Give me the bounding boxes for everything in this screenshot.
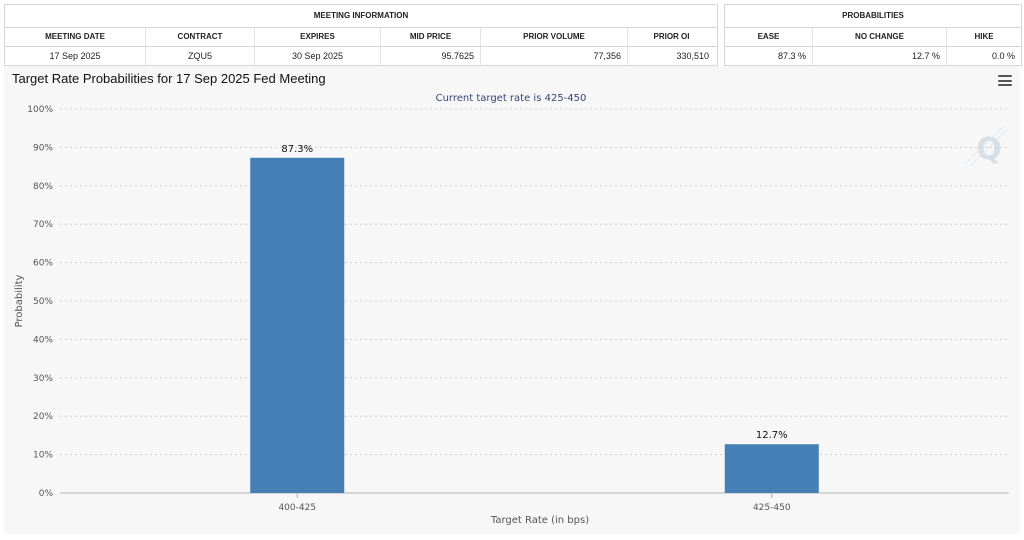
y-tick-label: 20% [33,412,53,422]
prior-volume-value: 77,356 [481,47,628,65]
col-meeting-date: MEETING DATE [5,28,146,46]
probabilities-column-headers: EASE NO CHANGE HIKE [725,28,1021,47]
y-tick-label: 0% [39,489,54,499]
expires-value: 30 Sep 2025 [255,47,381,65]
meeting-date-value: 17 Sep 2025 [5,47,146,65]
col-ease: EASE [725,28,813,46]
x-tick-label: 400-425 [278,503,316,513]
meeting-info-column-headers: MEETING DATE CONTRACT EXPIRES MID PRICE … [5,28,717,47]
y-tick-label: 100% [27,105,53,115]
bar[interactable] [250,157,345,493]
y-tick-label: 80% [33,182,53,192]
col-prior-oi: PRIOR OI [653,32,690,41]
meeting-info-header: MEETING INFORMATION [5,5,717,28]
col-contract: CONTRACT [146,28,255,46]
watermark-logo: Q [965,125,1009,167]
y-tick-label: 70% [33,220,53,230]
chart-title: Target Rate Probabilities for 17 Sep 202… [12,71,326,86]
y-tick-label: 30% [33,374,53,384]
bar-chart: Q Current target rate is 425-450 0% 10% 20… [14,93,1009,526]
probabilities-row: 87.3 % 12.7 % 0.0 % [725,47,1021,65]
data-label: 12.7% [756,430,788,441]
probabilities-table: PROBABILITIES EASE NO CHANGE HIKE 87.3 %… [724,4,1022,66]
probabilities-header: PROBABILITIES [725,5,1021,28]
col-no-change: NO CHANGE [813,28,947,46]
col-hike: HIKE [974,32,994,41]
y-tick-label: 40% [33,335,53,345]
prior-oi-value: 330,510 [676,51,709,61]
y-tick-label: 10% [33,451,53,461]
x-axis: 400-425 425-450 [278,493,791,513]
y-tick-label: 90% [33,143,53,153]
hike-value: 0.0 % [991,51,1015,61]
gridlines [60,108,1009,456]
y-axis-title: Probability [14,274,25,327]
hamburger-menu-icon[interactable] [998,75,1012,86]
y-tick-label: 60% [33,259,53,269]
meeting-info-table: MEETING INFORMATION MEETING DATE CONTRAC… [4,4,718,66]
y-tick-label: 50% [33,297,53,307]
ease-value: 87.3 % [725,47,813,65]
bars: 87.3% 12.7% [250,144,819,493]
data-label: 87.3% [281,144,313,155]
bar[interactable] [724,444,819,493]
col-expires: EXPIRES [255,28,381,46]
svg-text:Q: Q [976,132,1002,167]
mid-price-value: 95.7625 [381,47,481,65]
no-change-value: 12.7 % [813,47,947,65]
col-mid-price: MID PRICE [381,28,481,46]
x-axis-title: Target Rate (in bps) [490,515,589,526]
y-axis: 0% 10% 20% 30% 40% 50% 60% 70% 80% 90% 100% [27,105,1009,499]
chart-subtitle: Current target rate is 425-450 [436,93,587,104]
chart-panel: Target Rate Probabilities for 17 Sep 202… [4,66,1020,534]
x-tick-label: 425-450 [753,503,791,513]
col-prior-volume: PRIOR VOLUME [481,28,628,46]
meeting-info-row: 17 Sep 2025 ZQU5 30 Sep 2025 95.7625 77,… [5,47,717,65]
contract-value: ZQU5 [146,47,255,65]
